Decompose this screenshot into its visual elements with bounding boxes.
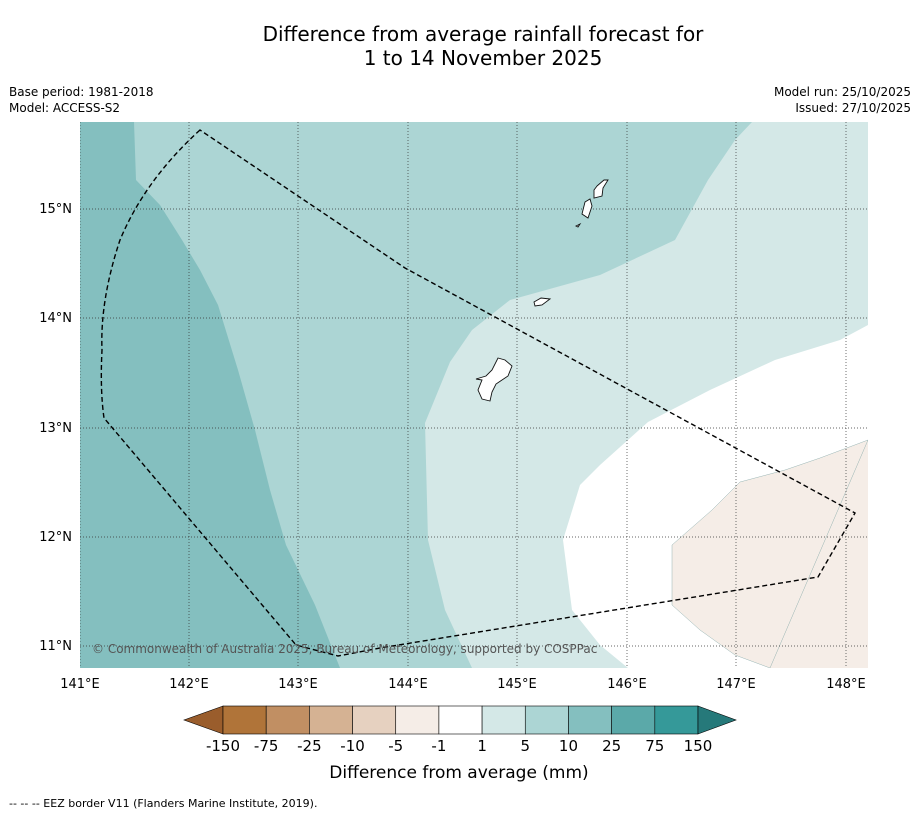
meta-right: Model run: 25/10/2025 Issued: 27/10/2025: [774, 84, 911, 116]
colorbar-swatch: [309, 705, 353, 735]
zone-25-75: [80, 122, 340, 668]
lon-label: 142°E: [169, 677, 209, 692]
copyright-notice: © Commonwealth of Australia 2025, Bureau…: [92, 642, 597, 656]
base-period: Base period: 1981-2018: [9, 85, 154, 99]
colorbar-extend-low: [183, 705, 224, 735]
colorbar-tick-label: 25: [602, 737, 621, 755]
contour-edge: [671, 439, 868, 668]
lat-axis-labels: 15°N 14°N 13°N 12°N 11°N: [39, 202, 72, 654]
eez-legend-footer: -- -- -- EEZ border V11 (Flanders Marine…: [9, 797, 318, 810]
colorbar-tick-label: 10: [559, 737, 578, 755]
map-title: Difference from average rainfall forecas…: [0, 22, 919, 70]
colorbar-swatch: [265, 705, 310, 735]
lon-label: 141°E: [60, 677, 100, 692]
model-name: Model: ACCESS-S2: [9, 101, 121, 115]
island-aguijan: [574, 222, 582, 228]
lat-label: 11°N: [39, 639, 72, 654]
colorbar-swatches: [222, 705, 699, 735]
meta-left: Base period: 1981-2018 Model: ACCESS-S2: [9, 84, 154, 116]
colorbar-tick-label: -5: [388, 737, 403, 755]
colorbar-tick-labels: -150 -75 -25 -10 -5 -1 1 5 10 25 75 150: [206, 737, 712, 755]
title-line-2: 1 to 14 November 2025: [363, 46, 603, 70]
lon-label: 144°E: [388, 677, 428, 692]
colorbar-swatch: [352, 705, 397, 735]
colorbar-tick-label: -25: [297, 737, 322, 755]
model-run: Model run: 25/10/2025: [773, 85, 911, 99]
lat-label: 15°N: [39, 202, 72, 217]
colorbar-tick-label: -75: [254, 737, 279, 755]
colorbar-swatch: [481, 705, 526, 735]
gridlines: [80, 122, 868, 668]
zone-neg-1-neg-5: [672, 440, 868, 668]
colorbar-swatch: [438, 705, 483, 735]
lat-label: 13°N: [39, 421, 72, 436]
colorbar-tick-label: 75: [645, 737, 664, 755]
island-rota: [533, 297, 552, 307]
island-tinian: [581, 198, 593, 219]
colorbar: -150 -75 -25 -10 -5 -1 1 5 10 25 75 150 Difference …: [183, 705, 737, 783]
lat-label: 14°N: [39, 311, 72, 326]
colorbar-tick-label: -10: [340, 737, 365, 755]
lon-label: 145°E: [497, 677, 537, 692]
eez-border: [100, 129, 856, 657]
colorbar-swatch: [524, 705, 569, 735]
colorbar-swatch: [395, 705, 440, 735]
colorbar-tick-label: -1: [431, 737, 446, 755]
lon-axis-labels: 141°E 142°E 143°E 144°E 145°E 146°E 147°…: [60, 677, 866, 692]
rainfall-map-figure: © Commonwealth of Australia 2025, Bureau…: [39, 122, 868, 783]
lon-label: 146°E: [607, 677, 647, 692]
lat-label: 12°N: [39, 530, 72, 545]
colorbar-tick-label: -150: [206, 737, 240, 755]
colorbar-label: Difference from average (mm): [329, 763, 588, 783]
colorbar-swatch: [654, 705, 699, 735]
island-saipan: [593, 179, 609, 199]
issued-date: Issued: 27/10/2025: [795, 101, 911, 115]
island-guam: [475, 357, 513, 402]
colorbar-swatch: [568, 705, 612, 735]
colorbar-tick-label: 5: [520, 737, 530, 755]
islands: [475, 179, 609, 402]
plot-area: © Commonwealth of Australia 2025, Bureau…: [80, 122, 868, 668]
colorbar-tick-label: 150: [684, 737, 713, 755]
lon-label: 143°E: [278, 677, 318, 692]
lon-label: 148°E: [826, 677, 866, 692]
lon-label: 147°E: [716, 677, 756, 692]
title-line-1: Difference from average rainfall forecas…: [262, 22, 704, 46]
colorbar-extend-high: [697, 705, 737, 735]
colorbar-swatch: [611, 705, 656, 735]
colorbar-swatch: [222, 705, 267, 735]
colorbar-tick-label: 1: [477, 737, 487, 755]
